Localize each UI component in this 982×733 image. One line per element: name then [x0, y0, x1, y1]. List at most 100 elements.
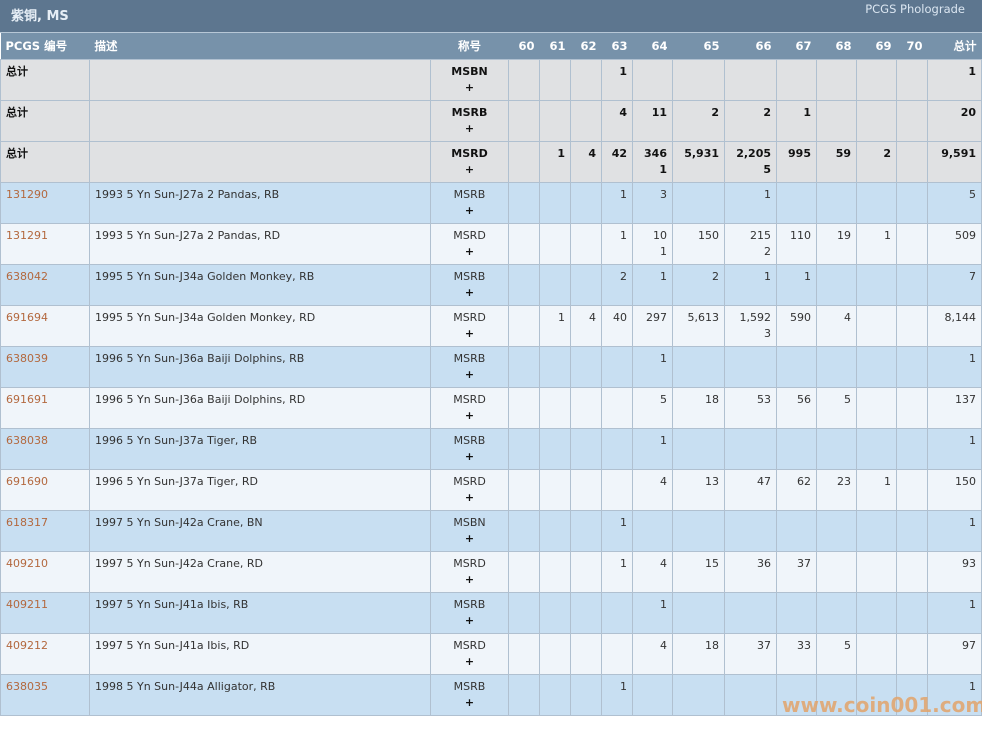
pcgs-number-link[interactable]: 131290	[6, 188, 48, 201]
plus-toggle[interactable]: +	[464, 81, 475, 94]
grade-count[interactable]: 215	[750, 229, 771, 242]
plus-toggle[interactable]: +	[464, 204, 475, 217]
plus-toggle[interactable]: +	[464, 245, 475, 258]
grade-count[interactable]: 56	[797, 393, 811, 406]
grade-count[interactable]: 59	[835, 147, 851, 160]
grade-count[interactable]: 37	[797, 557, 811, 570]
col-header-desc[interactable]: 描述	[89, 33, 431, 60]
grade-count[interactable]: 2	[763, 106, 771, 119]
pcgs-number-link[interactable]: 691691	[6, 393, 48, 406]
col-header-grade-60[interactable]: 60	[508, 33, 540, 60]
grade-count[interactable]: 2	[711, 106, 719, 119]
col-header-grade-61[interactable]: 61	[539, 33, 571, 60]
grade-count[interactable]: 4	[660, 475, 667, 488]
col-header-grade-67[interactable]: 67	[776, 33, 817, 60]
grade-count[interactable]: 1	[804, 270, 811, 283]
grade-count[interactable]: 42	[611, 147, 627, 160]
grade-count[interactable]: 23	[837, 475, 851, 488]
grade-count[interactable]: 19	[837, 229, 851, 242]
plus-toggle[interactable]: +	[464, 614, 475, 627]
col-header-grade-66[interactable]: 66	[724, 33, 777, 60]
grade-count[interactable]: 2,205	[736, 147, 771, 160]
grade-count[interactable]: 53	[757, 393, 771, 406]
pcgs-number-link[interactable]: 409212	[6, 639, 48, 652]
pcgs-number-link[interactable]: 691690	[6, 475, 48, 488]
grade-count[interactable]: 1	[620, 557, 627, 570]
grade-count[interactable]: 346	[644, 147, 667, 160]
plus-toggle[interactable]: +	[464, 122, 475, 135]
plus-toggle[interactable]: +	[464, 696, 475, 709]
col-header-grade-70[interactable]: 70	[896, 33, 928, 60]
plus-toggle[interactable]: +	[464, 163, 475, 176]
grade-count[interactable]: 110	[790, 229, 811, 242]
col-header-grade-64[interactable]: 64	[632, 33, 673, 60]
plus-toggle[interactable]: +	[464, 655, 475, 668]
grade-count[interactable]: 1	[620, 516, 627, 529]
grade-count[interactable]: 150	[698, 229, 719, 242]
col-header-designation[interactable]: 称号	[430, 33, 509, 60]
grade-count[interactable]: 1	[619, 65, 627, 78]
grade-count[interactable]: 995	[788, 147, 811, 160]
pcgs-number-link[interactable]: 638038	[6, 434, 48, 447]
grade-count[interactable]: 1	[558, 311, 565, 324]
pcgs-number-link[interactable]: 638039	[6, 352, 48, 365]
grade-count[interactable]: 1	[620, 188, 627, 201]
col-header-grade-69[interactable]: 69	[856, 33, 897, 60]
plus-toggle[interactable]: +	[464, 327, 475, 340]
col-header-grade-62[interactable]: 62	[570, 33, 602, 60]
pcgs-number-link[interactable]: 691694	[6, 311, 48, 324]
grade-count[interactable]: 1	[557, 147, 565, 160]
grade-count[interactable]: 10	[653, 229, 667, 242]
grade-count[interactable]: 4	[589, 311, 596, 324]
col-header-grade-65[interactable]: 65	[672, 33, 725, 60]
grade-count[interactable]: 5	[660, 393, 667, 406]
col-header-pcgs[interactable]: PCGS 编号	[0, 33, 90, 60]
grade-count[interactable]: 2	[712, 270, 719, 283]
grade-count[interactable]: 47	[757, 475, 771, 488]
grade-count[interactable]: 37	[757, 639, 771, 652]
plus-toggle[interactable]: +	[464, 491, 475, 504]
grade-count[interactable]: 5	[844, 639, 851, 652]
plus-toggle[interactable]: +	[464, 573, 475, 586]
pcgs-number-link[interactable]: 638035	[6, 680, 48, 693]
plus-grade-count[interactable]: 1	[660, 245, 667, 258]
grade-count[interactable]: 13	[705, 475, 719, 488]
pcgs-number-link[interactable]: 638042	[6, 270, 48, 283]
grade-count[interactable]: 5,931	[684, 147, 719, 160]
grade-count[interactable]: 1	[660, 598, 667, 611]
plus-toggle[interactable]: +	[464, 368, 475, 381]
grade-count[interactable]: 18	[705, 639, 719, 652]
grade-count[interactable]: 1	[884, 229, 891, 242]
grade-count[interactable]: 1	[620, 229, 627, 242]
grade-count[interactable]: 4	[844, 311, 851, 324]
col-header-grade-68[interactable]: 68	[816, 33, 857, 60]
grade-count[interactable]: 5	[844, 393, 851, 406]
grade-count[interactable]: 1	[620, 680, 627, 693]
grade-count[interactable]: 1	[884, 475, 891, 488]
grade-count[interactable]: 15	[705, 557, 719, 570]
plus-toggle[interactable]: +	[464, 286, 475, 299]
plus-grade-count[interactable]: 3	[764, 327, 771, 340]
plus-toggle[interactable]: +	[464, 532, 475, 545]
grade-count[interactable]: 2	[620, 270, 627, 283]
grade-count[interactable]: 1,592	[739, 311, 772, 324]
grade-count[interactable]: 1	[660, 352, 667, 365]
pcgs-number-link[interactable]: 409210	[6, 557, 48, 570]
grade-count[interactable]: 1	[803, 106, 811, 119]
grade-count[interactable]: 4	[660, 557, 667, 570]
grade-count[interactable]: 590	[790, 311, 811, 324]
grade-count[interactable]: 1	[764, 188, 771, 201]
grade-count[interactable]: 3	[660, 188, 667, 201]
plus-toggle[interactable]: +	[464, 450, 475, 463]
plus-toggle[interactable]: +	[464, 409, 475, 422]
grade-count[interactable]: 2	[883, 147, 891, 160]
plus-grade-count[interactable]: 1	[659, 163, 667, 176]
grade-count[interactable]: 5,613	[687, 311, 720, 324]
grade-count[interactable]: 1	[660, 270, 667, 283]
grade-count[interactable]: 4	[619, 106, 627, 119]
grade-count[interactable]: 1	[660, 434, 667, 447]
grade-count[interactable]: 62	[797, 475, 811, 488]
grade-count[interactable]: 1	[764, 270, 771, 283]
pcgs-number-link[interactable]: 618317	[6, 516, 48, 529]
plus-grade-count[interactable]: 2	[764, 245, 771, 258]
